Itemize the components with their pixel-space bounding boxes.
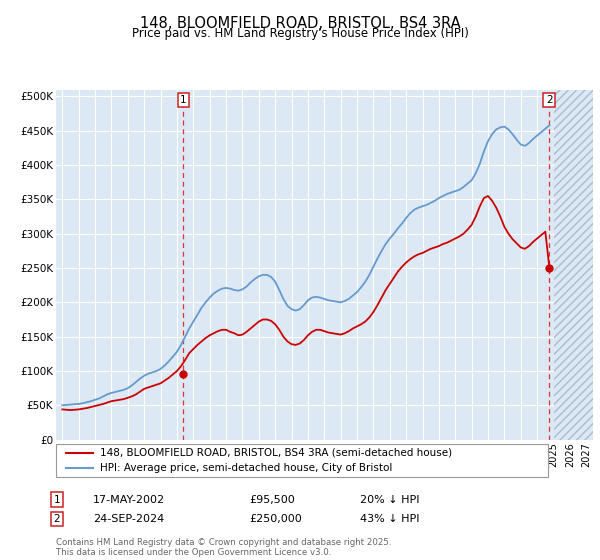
- Text: 2: 2: [546, 95, 553, 105]
- Text: 43% ↓ HPI: 43% ↓ HPI: [360, 514, 419, 524]
- Text: 24-SEP-2024: 24-SEP-2024: [93, 514, 164, 524]
- Text: HPI: Average price, semi-detached house, City of Bristol: HPI: Average price, semi-detached house,…: [100, 463, 392, 473]
- Text: £95,500: £95,500: [249, 494, 295, 505]
- Text: Contains HM Land Registry data © Crown copyright and database right 2025.
This d: Contains HM Land Registry data © Crown c…: [56, 538, 391, 557]
- Text: 148, BLOOMFIELD ROAD, BRISTOL, BS4 3RA: 148, BLOOMFIELD ROAD, BRISTOL, BS4 3RA: [140, 16, 460, 31]
- Text: £250,000: £250,000: [249, 514, 302, 524]
- Text: 17-MAY-2002: 17-MAY-2002: [93, 494, 165, 505]
- Text: 1: 1: [53, 494, 61, 505]
- Text: 148, BLOOMFIELD ROAD, BRISTOL, BS4 3RA (semi-detached house): 148, BLOOMFIELD ROAD, BRISTOL, BS4 3RA (…: [100, 448, 452, 458]
- Text: 20% ↓ HPI: 20% ↓ HPI: [360, 494, 419, 505]
- Text: 2: 2: [53, 514, 61, 524]
- Text: Price paid vs. HM Land Registry's House Price Index (HPI): Price paid vs. HM Land Registry's House …: [131, 27, 469, 40]
- Text: 1: 1: [180, 95, 187, 105]
- Bar: [554, 90, 593, 440]
- Bar: [554, 90, 593, 440]
